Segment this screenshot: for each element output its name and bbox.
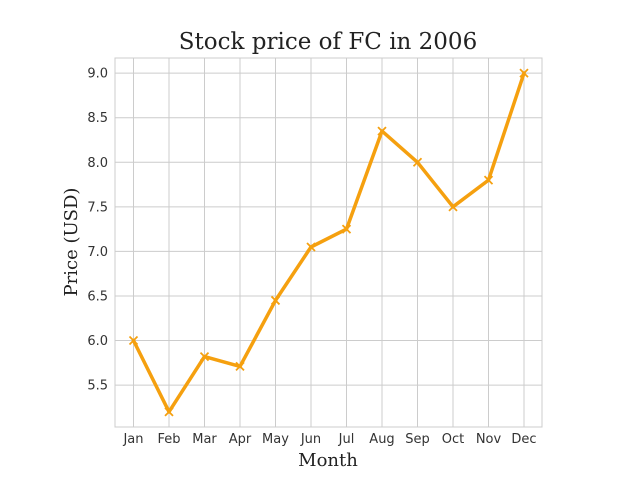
y-tick-label: 9.0 xyxy=(87,67,108,82)
marker-stroke xyxy=(270,295,281,306)
x-tick-label: Feb xyxy=(157,432,180,447)
x-tick-label: Jan xyxy=(122,432,143,447)
marker-stroke xyxy=(341,224,352,234)
x-tick-label: Dec xyxy=(511,432,536,447)
x-tick-labels: Jan Feb Mar Apr May Jun Jul Aug Sep Oct Nov Dec xyxy=(122,432,536,447)
x-tick-label: Mar xyxy=(192,432,217,447)
data-point-marker xyxy=(448,202,458,212)
data-point-marker xyxy=(199,351,210,362)
marker-stroke xyxy=(306,242,316,252)
y-axis-label: Price (USD) xyxy=(61,188,82,297)
plot-frame xyxy=(114,57,543,428)
marker-stroke xyxy=(412,157,423,167)
y-tick-label: 6.5 xyxy=(87,289,108,304)
data-point-marker xyxy=(306,242,316,252)
y-tick-label: 6.0 xyxy=(87,334,108,349)
x-tick-label: Sep xyxy=(405,432,430,447)
y-tick-label: 7.5 xyxy=(87,200,108,215)
data-point-marker xyxy=(341,224,352,234)
y-tick-labels: 5.5 6.0 6.5 7.0 7.5 8.0 8.5 9.0 xyxy=(87,67,108,394)
data-point-marker xyxy=(270,295,281,306)
data-point-marker xyxy=(235,361,245,372)
x-axis-label: Month xyxy=(298,450,358,471)
marker-stroke xyxy=(199,351,210,362)
data-point-marker xyxy=(377,126,387,136)
series-line xyxy=(131,71,526,414)
x-tick-label: Aug xyxy=(369,432,394,447)
marker-stroke xyxy=(128,335,139,346)
series xyxy=(128,68,529,417)
marker-stroke xyxy=(235,361,245,372)
x-tick-label: May xyxy=(262,432,289,447)
marker-stroke xyxy=(377,126,387,136)
x-tick-label: Jul xyxy=(338,432,355,447)
data-point-marker xyxy=(164,407,174,417)
x-tick-label: Jun xyxy=(300,432,321,447)
chart-title: Stock price of FC in 2006 xyxy=(179,29,477,55)
marker-stroke xyxy=(483,175,494,185)
marker-stroke xyxy=(448,202,458,212)
y-tick-label: 7.0 xyxy=(87,245,108,260)
marker-stroke xyxy=(164,407,174,417)
data-point-marker xyxy=(128,335,139,346)
data-point-marker xyxy=(519,68,529,78)
grid xyxy=(115,58,542,427)
data-point-marker xyxy=(483,175,494,185)
y-tick-label: 5.5 xyxy=(87,379,108,394)
x-tick-label: Oct xyxy=(442,432,464,447)
x-tick-label: Apr xyxy=(229,432,252,447)
y-tick-label: 8.0 xyxy=(87,156,108,171)
data-point-marker xyxy=(412,157,423,167)
y-tick-label: 8.5 xyxy=(87,111,108,126)
marker-stroke xyxy=(519,68,529,78)
x-tick-label: Nov xyxy=(476,432,502,447)
